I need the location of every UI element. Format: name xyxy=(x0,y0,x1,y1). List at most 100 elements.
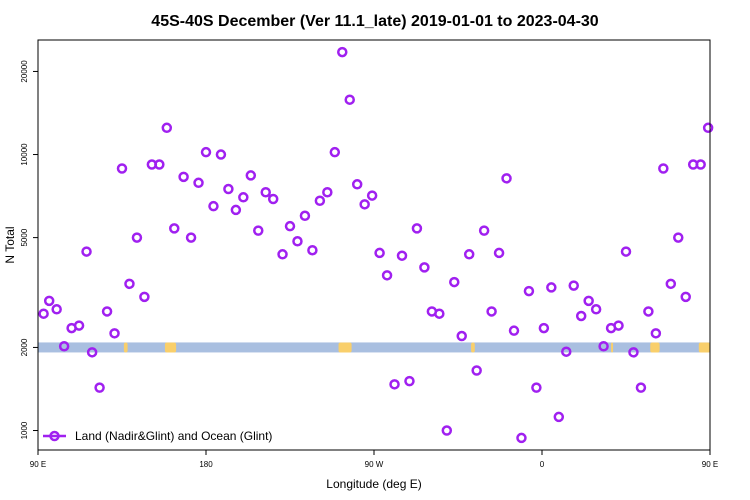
data-point xyxy=(245,170,257,181)
reference-band-fill xyxy=(38,342,710,353)
data-point xyxy=(51,304,62,315)
y-axis-title: N Total xyxy=(3,226,17,263)
data-point xyxy=(116,163,128,174)
data-point xyxy=(463,249,475,260)
data-point xyxy=(94,382,105,393)
band-highlight xyxy=(164,342,177,353)
data-point xyxy=(253,225,264,236)
data-point xyxy=(366,190,378,201)
data-point xyxy=(277,249,288,260)
data-point xyxy=(635,382,647,393)
data-point xyxy=(131,232,143,243)
data-point xyxy=(575,310,587,322)
y-axis: 1000 2000 5000 10000 20000 xyxy=(20,60,38,439)
data-point xyxy=(200,146,212,158)
data-point xyxy=(695,159,706,170)
x-tick-label: 90 E xyxy=(702,460,718,469)
data-point xyxy=(613,320,624,331)
data-points xyxy=(38,46,714,444)
data-point xyxy=(260,187,271,198)
x-tick-label: 0 xyxy=(540,460,545,469)
data-point xyxy=(43,295,55,307)
data-point xyxy=(583,295,594,307)
data-point xyxy=(598,340,609,352)
data-point xyxy=(501,173,512,184)
data-point xyxy=(471,365,482,376)
data-point xyxy=(493,247,505,259)
data-point xyxy=(351,179,363,190)
data-point xyxy=(193,177,204,189)
band-highlight xyxy=(698,342,710,353)
data-point xyxy=(628,347,639,358)
y-tick-label: 2000 xyxy=(20,338,29,356)
data-point xyxy=(419,262,430,273)
data-point xyxy=(161,122,173,134)
data-point xyxy=(389,379,400,390)
band-highlight xyxy=(650,342,660,353)
data-point xyxy=(456,330,467,342)
plot-frame xyxy=(37,39,711,451)
data-point xyxy=(267,193,279,205)
data-point xyxy=(546,282,557,293)
data-point xyxy=(169,223,180,234)
band-highlight xyxy=(471,342,475,353)
data-point xyxy=(381,270,393,281)
data-point xyxy=(329,146,341,158)
data-point xyxy=(702,122,714,134)
data-point xyxy=(665,278,677,290)
data-point xyxy=(154,159,165,170)
data-point xyxy=(208,200,219,212)
data-point xyxy=(523,285,535,297)
data-point xyxy=(508,325,520,336)
data-point xyxy=(124,278,135,290)
data-point xyxy=(238,192,249,203)
data-point xyxy=(292,236,303,247)
data-point xyxy=(561,346,572,357)
data-point xyxy=(58,340,70,352)
data-point xyxy=(658,163,669,174)
data-point xyxy=(314,195,326,207)
x-tick-label: 180 xyxy=(199,460,213,469)
data-point xyxy=(223,183,234,195)
legend: Land (Nadir&Glint) and Ocean (Glint) xyxy=(43,429,272,443)
data-point xyxy=(284,220,296,232)
data-point xyxy=(322,187,333,198)
data-point xyxy=(109,328,120,339)
data-point xyxy=(185,232,197,243)
data-point xyxy=(590,304,602,315)
data-point xyxy=(396,250,408,261)
reference-band xyxy=(38,342,710,353)
chart-title: 45S-40S December (Ver 11.1_late) 2019-01… xyxy=(151,13,599,30)
data-point xyxy=(374,247,385,259)
data-point xyxy=(538,322,550,334)
data-point xyxy=(299,210,311,222)
band-highlight xyxy=(611,342,614,353)
legend-label: Land (Nadir&Glint) and Ocean (Glint) xyxy=(75,429,272,443)
data-point xyxy=(230,204,242,216)
data-point xyxy=(344,94,355,105)
data-point xyxy=(86,347,98,358)
x-axis: 90 E 180 90 W 0 90 E xyxy=(30,450,718,469)
data-point xyxy=(643,306,654,317)
data-point xyxy=(434,308,445,319)
data-point xyxy=(680,291,691,303)
data-point xyxy=(553,411,565,423)
data-point xyxy=(404,375,415,387)
data-point xyxy=(650,328,662,339)
data-point xyxy=(449,276,460,288)
data-point xyxy=(38,308,49,319)
data-point xyxy=(411,223,423,234)
data-point xyxy=(337,46,348,58)
legend-marker xyxy=(49,430,60,442)
x-tick-label: 90 E xyxy=(30,460,46,469)
data-point xyxy=(73,320,85,331)
data-point xyxy=(359,199,370,210)
band-highlight xyxy=(338,342,352,353)
y-tick-label: 5000 xyxy=(20,228,29,246)
data-point xyxy=(101,306,113,317)
x-tick-label: 90 W xyxy=(365,460,384,469)
data-point xyxy=(441,425,453,436)
y-tick-label: 10000 xyxy=(20,143,29,166)
data-point xyxy=(81,246,92,257)
